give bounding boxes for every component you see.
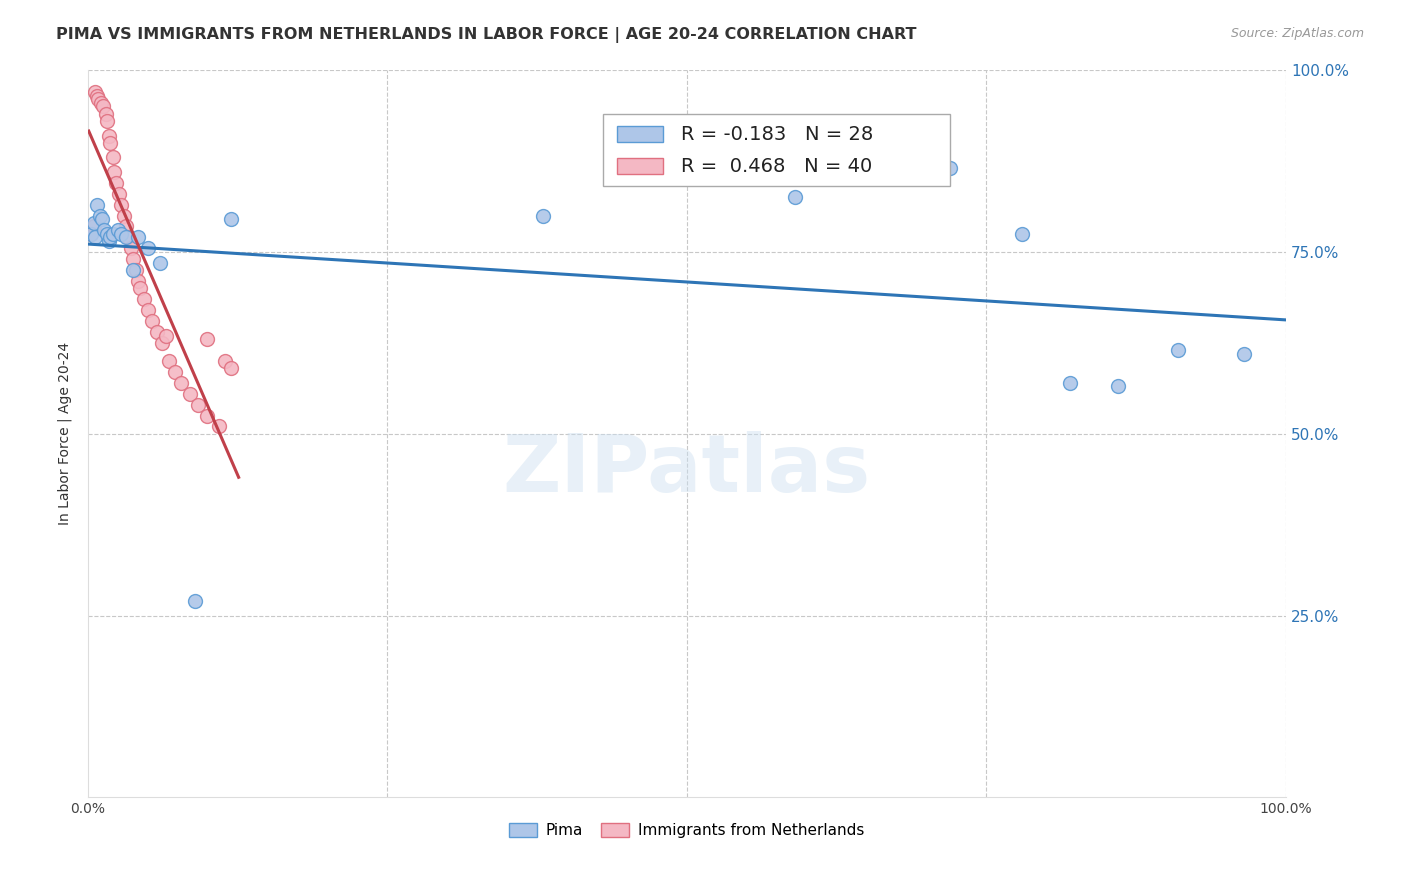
Point: [96, 227, 118, 241]
Point: [98, 234, 121, 248]
Point: [146, 325, 169, 339]
Point: [187, 398, 209, 412]
Point: [127, 230, 149, 244]
Point: [184, 594, 207, 608]
Point: [120, 241, 142, 255]
Point: [112, 209, 135, 223]
Point: [107, 223, 129, 237]
Point: [141, 314, 163, 328]
Point: [101, 150, 124, 164]
Point: [129, 281, 152, 295]
Point: [115, 230, 138, 244]
Point: [115, 219, 138, 234]
Point: [150, 335, 173, 350]
Point: [165, 365, 187, 379]
Point: [110, 197, 132, 211]
Point: [221, 212, 243, 227]
Point: [83, 230, 105, 244]
Text: PIMA VS IMMIGRANTS FROM NETHERLANDS IN LABOR FORCE | AGE 20-24 CORRELATION CHART: PIMA VS IMMIGRANTS FROM NETHERLANDS IN L…: [56, 27, 917, 43]
Point: [214, 354, 236, 368]
Point: [197, 409, 219, 423]
Point: [87, 92, 110, 106]
Point: [939, 161, 962, 176]
Point: [110, 227, 132, 241]
Point: [197, 332, 219, 346]
Point: [132, 292, 155, 306]
Point: [94, 106, 117, 120]
Point: [1107, 379, 1129, 393]
Point: [122, 263, 145, 277]
Point: [105, 176, 128, 190]
Point: [127, 274, 149, 288]
Point: [208, 419, 231, 434]
Point: [155, 328, 177, 343]
Text: Source: ZipAtlas.com: Source: ZipAtlas.com: [1230, 27, 1364, 40]
Point: [148, 256, 170, 270]
Point: [783, 190, 806, 204]
Text: R =  0.468   N = 40: R = 0.468 N = 40: [681, 157, 872, 176]
Text: R = -0.183   N = 28: R = -0.183 N = 28: [681, 125, 873, 144]
Point: [100, 230, 122, 244]
Point: [100, 136, 122, 150]
Text: ZIPatlas: ZIPatlas: [503, 431, 870, 509]
Point: [91, 99, 114, 113]
Point: [531, 209, 554, 223]
Point: [91, 212, 114, 227]
Point: [96, 114, 118, 128]
Point: [108, 186, 131, 201]
Point: [122, 252, 145, 267]
Point: [90, 95, 112, 110]
Point: [1011, 227, 1033, 241]
Point: [136, 241, 159, 255]
FancyBboxPatch shape: [617, 126, 662, 142]
Point: [157, 354, 180, 368]
Point: [124, 263, 146, 277]
Y-axis label: In Labor Force | Age 20-24: In Labor Force | Age 20-24: [58, 343, 72, 525]
Point: [101, 227, 124, 241]
Point: [170, 376, 193, 390]
Legend: Pima, Immigrants from Netherlands: Pima, Immigrants from Netherlands: [503, 816, 870, 845]
Point: [89, 209, 111, 223]
Point: [80, 227, 103, 241]
Point: [1233, 347, 1256, 361]
Point: [179, 386, 201, 401]
FancyBboxPatch shape: [617, 158, 662, 174]
Point: [83, 216, 105, 230]
Point: [83, 219, 105, 234]
Point: [93, 223, 115, 237]
Point: [1059, 376, 1081, 390]
Point: [221, 361, 243, 376]
Point: [80, 227, 103, 241]
FancyBboxPatch shape: [603, 113, 950, 186]
Point: [1167, 343, 1189, 357]
Point: [83, 85, 105, 99]
Point: [117, 230, 139, 244]
Point: [98, 128, 121, 143]
Point: [86, 197, 108, 211]
Point: [136, 303, 159, 318]
Point: [103, 165, 125, 179]
Point: [86, 88, 108, 103]
